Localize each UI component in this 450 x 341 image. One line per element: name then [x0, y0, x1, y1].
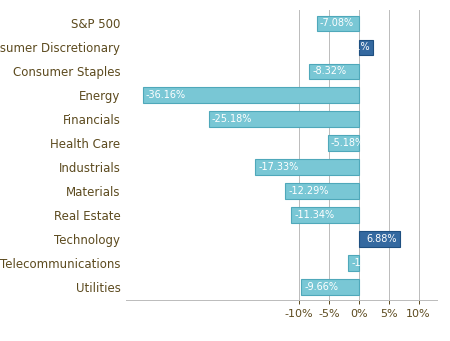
Bar [359, 231, 400, 247]
Text: -11.34%: -11.34% [294, 210, 334, 220]
Bar [309, 63, 359, 79]
Bar [285, 183, 359, 199]
Text: 6.88%: 6.88% [366, 234, 397, 244]
Text: -5.18%: -5.18% [331, 138, 365, 148]
Text: -7.08%: -7.08% [320, 18, 354, 28]
Text: -25.18%: -25.18% [212, 114, 252, 124]
Bar [359, 40, 373, 55]
Bar [317, 16, 359, 31]
Text: -8.32%: -8.32% [312, 66, 346, 76]
Bar [348, 255, 359, 271]
Text: 2.31%: 2.31% [339, 42, 370, 53]
Bar [256, 159, 359, 175]
Bar [301, 279, 359, 295]
Text: -12.29%: -12.29% [288, 186, 329, 196]
Text: -1.76%: -1.76% [351, 258, 386, 268]
Text: -17.33%: -17.33% [258, 162, 299, 172]
Bar [291, 207, 359, 223]
Text: -36.16%: -36.16% [146, 90, 186, 100]
Bar [208, 112, 359, 127]
Text: -9.66%: -9.66% [304, 282, 338, 292]
Bar [143, 88, 359, 103]
Bar [328, 135, 359, 151]
